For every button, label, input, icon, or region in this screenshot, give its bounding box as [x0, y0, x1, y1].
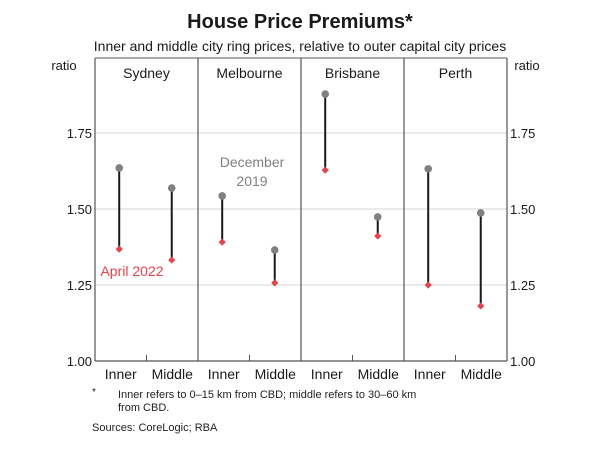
x-tick-label: Inner: [311, 366, 343, 382]
x-tick-label: Middle: [358, 366, 399, 382]
point-apr2022-brisbane-middle: [374, 232, 382, 240]
point-dec2019-melbourne-inner: [218, 192, 227, 200]
point-dec2019-sydney-inner: [115, 164, 124, 172]
y-axis-label-right: ratio: [514, 58, 539, 73]
y-tick-label-left: 1.00: [67, 354, 92, 369]
panel-title-perth: Perth: [439, 65, 472, 81]
point-dec2019-perth-middle: [476, 209, 485, 217]
chart-subtitle: Inner and middle city ring prices, relat…: [93, 38, 507, 54]
y-tick-label-right: 1.75: [510, 126, 535, 141]
y-tick-label-left: 1.75: [67, 126, 92, 141]
point-apr2022-sydney-inner: [115, 245, 123, 253]
y-tick-label-left: 1.25: [67, 278, 92, 293]
y-tick-label-right: 1.00: [510, 354, 535, 369]
footnote-marker: *: [92, 387, 96, 398]
y-tick-label-right: 1.50: [510, 202, 535, 217]
footnote-text: Inner refers to 0–15 km from CBD; middle…: [118, 389, 417, 414]
point-dec2019-brisbane-middle: [373, 213, 382, 221]
point-dec2019-sydney-middle: [167, 184, 176, 192]
panel-title-brisbane: Brisbane: [325, 65, 380, 81]
point-dec2019-melbourne-middle: [270, 246, 279, 254]
point-dec2019-perth-inner: [424, 165, 433, 173]
point-apr2022-perth-middle: [477, 302, 485, 310]
x-tick-label: Middle: [461, 366, 502, 382]
point-apr2022-perth-inner: [424, 281, 432, 289]
point-apr2022-melbourne-middle: [271, 279, 279, 287]
point-apr2022-brisbane-inner: [321, 166, 329, 174]
panel-title-melbourne: Melbourne: [216, 65, 282, 81]
x-tick-label: Inner: [414, 366, 446, 382]
point-apr2022-melbourne-inner: [218, 238, 226, 246]
series-label-december-2019-line1: December: [220, 154, 285, 170]
panel-title-sydney: Sydney: [123, 65, 170, 81]
y-tick-label-right: 1.25: [510, 278, 535, 293]
point-dec2019-brisbane-inner: [321, 90, 330, 98]
y-tick-label-left: 1.50: [67, 202, 92, 217]
point-apr2022-sydney-middle: [168, 256, 176, 264]
series-label-december-2019-line2: 2019: [236, 173, 267, 189]
x-tick-label: Inner: [208, 366, 240, 382]
x-tick-label: Middle: [255, 366, 296, 382]
sources-note: Sources: CoreLogic; RBA: [92, 422, 218, 434]
series-label-april-2022: April 2022: [100, 263, 163, 279]
chart-title: House Price Premiums*: [187, 11, 413, 33]
x-tick-label: Inner: [105, 366, 137, 382]
y-axis-label-left: ratio: [51, 58, 76, 73]
x-tick-label: Middle: [152, 366, 193, 382]
